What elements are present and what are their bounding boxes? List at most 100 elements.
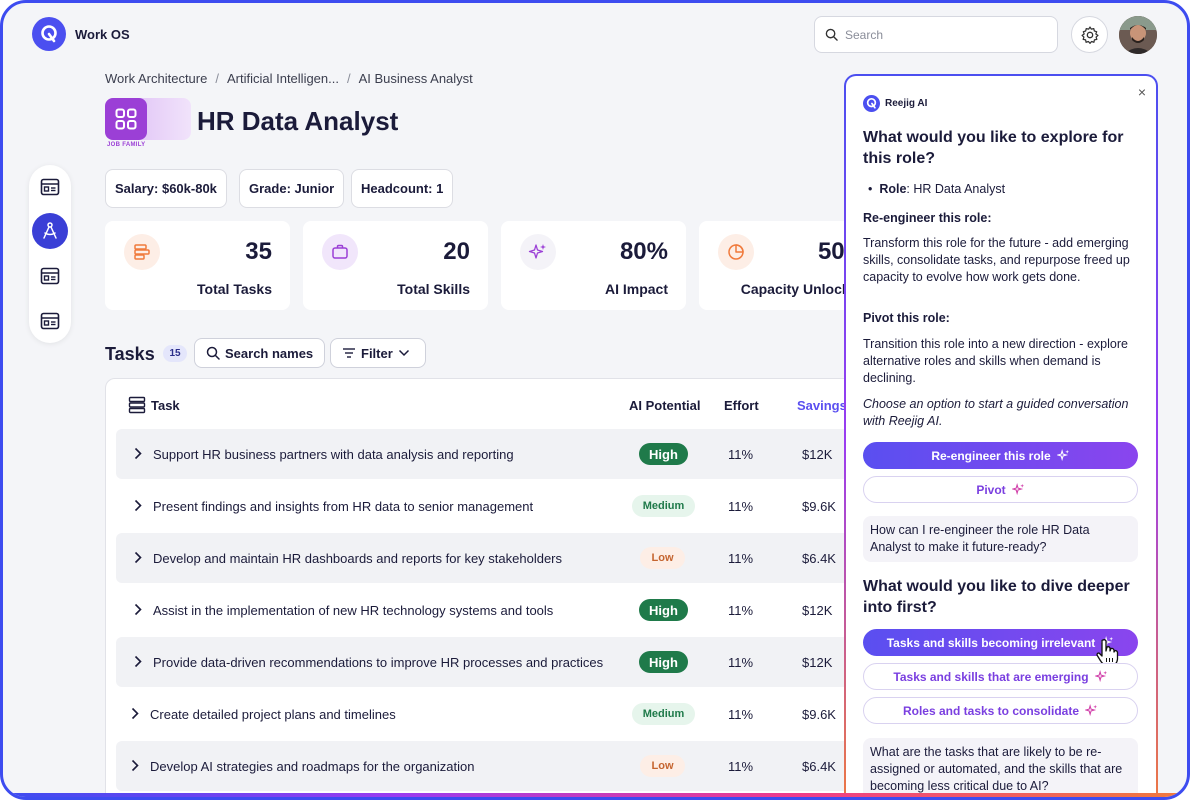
- user-avatar[interactable]: [1119, 16, 1157, 54]
- ai-potential-badge: High: [639, 443, 688, 465]
- column-header-ai-potential[interactable]: AI Potential: [629, 398, 701, 413]
- savings-value: $6.4K: [802, 551, 836, 566]
- stat-label: Capacity Unlocked: [740, 281, 866, 297]
- tasks-skills-emerging-label: Tasks and skills that are emerging: [893, 669, 1089, 684]
- ai-potential-badge: High: [639, 599, 688, 621]
- search-icon: [206, 346, 220, 360]
- table-row[interactable]: Develop AI strategies and roadmaps for t…: [116, 741, 858, 791]
- savings-value: $6.4K: [802, 759, 836, 774]
- grid-icon: [105, 98, 147, 140]
- roles-tasks-consolidate-label: Roles and tasks to consolidate: [902, 703, 1080, 718]
- filter-button[interactable]: Filter: [330, 338, 426, 368]
- column-header-savings[interactable]: Savings: [797, 398, 847, 413]
- task-name: Assist in the implementation of new HR t…: [153, 603, 554, 618]
- reengineer-role-button[interactable]: Re-engineer this role: [863, 442, 1138, 469]
- card-icon: [40, 312, 60, 330]
- card-icon: [40, 178, 60, 196]
- table-row[interactable]: Support HR business partners with data a…: [116, 429, 858, 479]
- roles-tasks-consolidate-button[interactable]: Roles and tasks to consolidate: [863, 697, 1138, 724]
- stack-icon: [124, 234, 160, 270]
- ai-potential-badge: Medium: [632, 495, 695, 517]
- side-nav: [29, 165, 71, 343]
- tasks-title: Tasks: [105, 344, 155, 364]
- breadcrumb-separator: /: [215, 71, 219, 86]
- reengineer-title: Re-engineer this role:: [863, 211, 992, 225]
- tasks-table: Task AI Potential Effort Savings Support…: [105, 378, 865, 797]
- breadcrumb-item-current[interactable]: AI Business Analyst: [358, 71, 473, 86]
- search-names-label: Search names: [225, 345, 314, 361]
- pivot-button[interactable]: Pivot: [863, 476, 1138, 503]
- stat-label: AI Impact: [604, 281, 668, 297]
- compass-icon: [43, 222, 57, 239]
- column-header-effort[interactable]: Effort: [724, 398, 759, 413]
- filter-label: Filter: [361, 345, 393, 361]
- ai-potential-badge: Medium: [632, 703, 695, 725]
- search-names-button[interactable]: Search names: [194, 338, 326, 368]
- pivot-title: Pivot this role:: [863, 311, 950, 325]
- breadcrumb-item[interactable]: Work Architecture: [105, 71, 208, 86]
- sparkle-icon: [520, 234, 556, 270]
- chevron-right-icon[interactable]: [134, 499, 142, 512]
- table-row[interactable]: Present findings and insights from HR da…: [116, 481, 858, 531]
- pie-icon: [718, 234, 754, 270]
- sparkle-icon: [1094, 670, 1107, 683]
- role-bullet-label: Role: [879, 182, 907, 196]
- task-list-icon: [128, 396, 146, 414]
- chevron-right-icon[interactable]: [131, 759, 139, 772]
- reejig-logo-icon: [863, 95, 880, 112]
- effort-value: 11%: [728, 655, 754, 670]
- reengineer-description: Transform this role for the future - add…: [863, 236, 1130, 284]
- headcount-chip: Headcount: 1: [351, 169, 454, 208]
- effort-value: 11%: [728, 447, 754, 462]
- task-name: Create detailed project plans and timeli…: [150, 707, 396, 722]
- savings-value: $9.6K: [802, 707, 836, 722]
- search-icon: [825, 28, 838, 41]
- app-logo[interactable]: [32, 17, 66, 51]
- panel-heading-explore: What would you like to explore for this …: [863, 129, 1124, 167]
- stat-card-ai-impact: 80% AI Impact: [501, 221, 686, 310]
- chevron-right-icon[interactable]: [134, 603, 142, 616]
- settings-button[interactable]: [1071, 16, 1108, 53]
- breadcrumb-item[interactable]: Artificial Intelligen...: [226, 71, 339, 86]
- panel-brand: Reejig AI: [863, 95, 927, 112]
- tasks-skills-emerging-button[interactable]: Tasks and skills that are emerging: [863, 663, 1138, 690]
- chevron-right-icon[interactable]: [134, 447, 142, 460]
- table-row[interactable]: Provide data-driven recommendations to i…: [116, 637, 858, 687]
- tasks-skills-irrelevant-button[interactable]: Tasks and skills becoming irrelevant: [863, 629, 1138, 656]
- briefcase-icon: [322, 234, 358, 270]
- sparkle-icon: [1011, 483, 1024, 496]
- chevron-right-icon[interactable]: [134, 655, 142, 668]
- table-row[interactable]: Develop and maintain HR dashboards and r…: [116, 533, 858, 583]
- panel-heading-dive: What would you like to dive deeper into …: [863, 578, 1130, 616]
- role-bullet-value: : HR Data Analyst: [906, 182, 1006, 196]
- savings-value: $12K: [802, 447, 833, 462]
- table-row[interactable]: Assist in the implementation of new HR t…: [116, 585, 858, 635]
- search-box[interactable]: [814, 16, 1058, 53]
- chevron-right-icon[interactable]: [134, 551, 142, 564]
- stat-value: 20: [443, 238, 470, 265]
- savings-value: $12K: [802, 655, 833, 670]
- effort-value: 11%: [728, 603, 754, 618]
- nav-item-work-architecture[interactable]: [32, 213, 68, 249]
- effort-value: 11%: [728, 499, 754, 514]
- reengineer-role-label: Re-engineer this role: [931, 448, 1051, 463]
- close-icon[interactable]: ×: [1137, 84, 1146, 100]
- task-name: Support HR business partners with data a…: [153, 447, 514, 462]
- nav-item-roles[interactable]: [32, 258, 68, 294]
- pivot-description: Transition this role into a new directio…: [863, 337, 1128, 385]
- stat-card-tasks: 35 Total Tasks: [105, 221, 290, 310]
- table-row[interactable]: Create detailed project plans and timeli…: [116, 689, 858, 739]
- tasks-skills-irrelevant-label: Tasks and skills becoming irrelevant: [886, 635, 1096, 650]
- column-header-task[interactable]: Task: [151, 398, 180, 413]
- salary-chip: Salary: $60k-80k: [105, 169, 227, 208]
- search-input[interactable]: [845, 27, 1035, 42]
- task-name: Present findings and insights from HR da…: [153, 499, 534, 514]
- grade-chip: Grade: Junior: [239, 169, 345, 208]
- nav-item-reports[interactable]: [32, 303, 68, 339]
- nav-item-dashboard[interactable]: [32, 169, 68, 205]
- pivot-label: Pivot: [976, 482, 1006, 497]
- ai-potential-badge: Low: [640, 547, 685, 569]
- stat-label: Total Skills: [397, 281, 470, 297]
- chevron-right-icon[interactable]: [131, 707, 139, 720]
